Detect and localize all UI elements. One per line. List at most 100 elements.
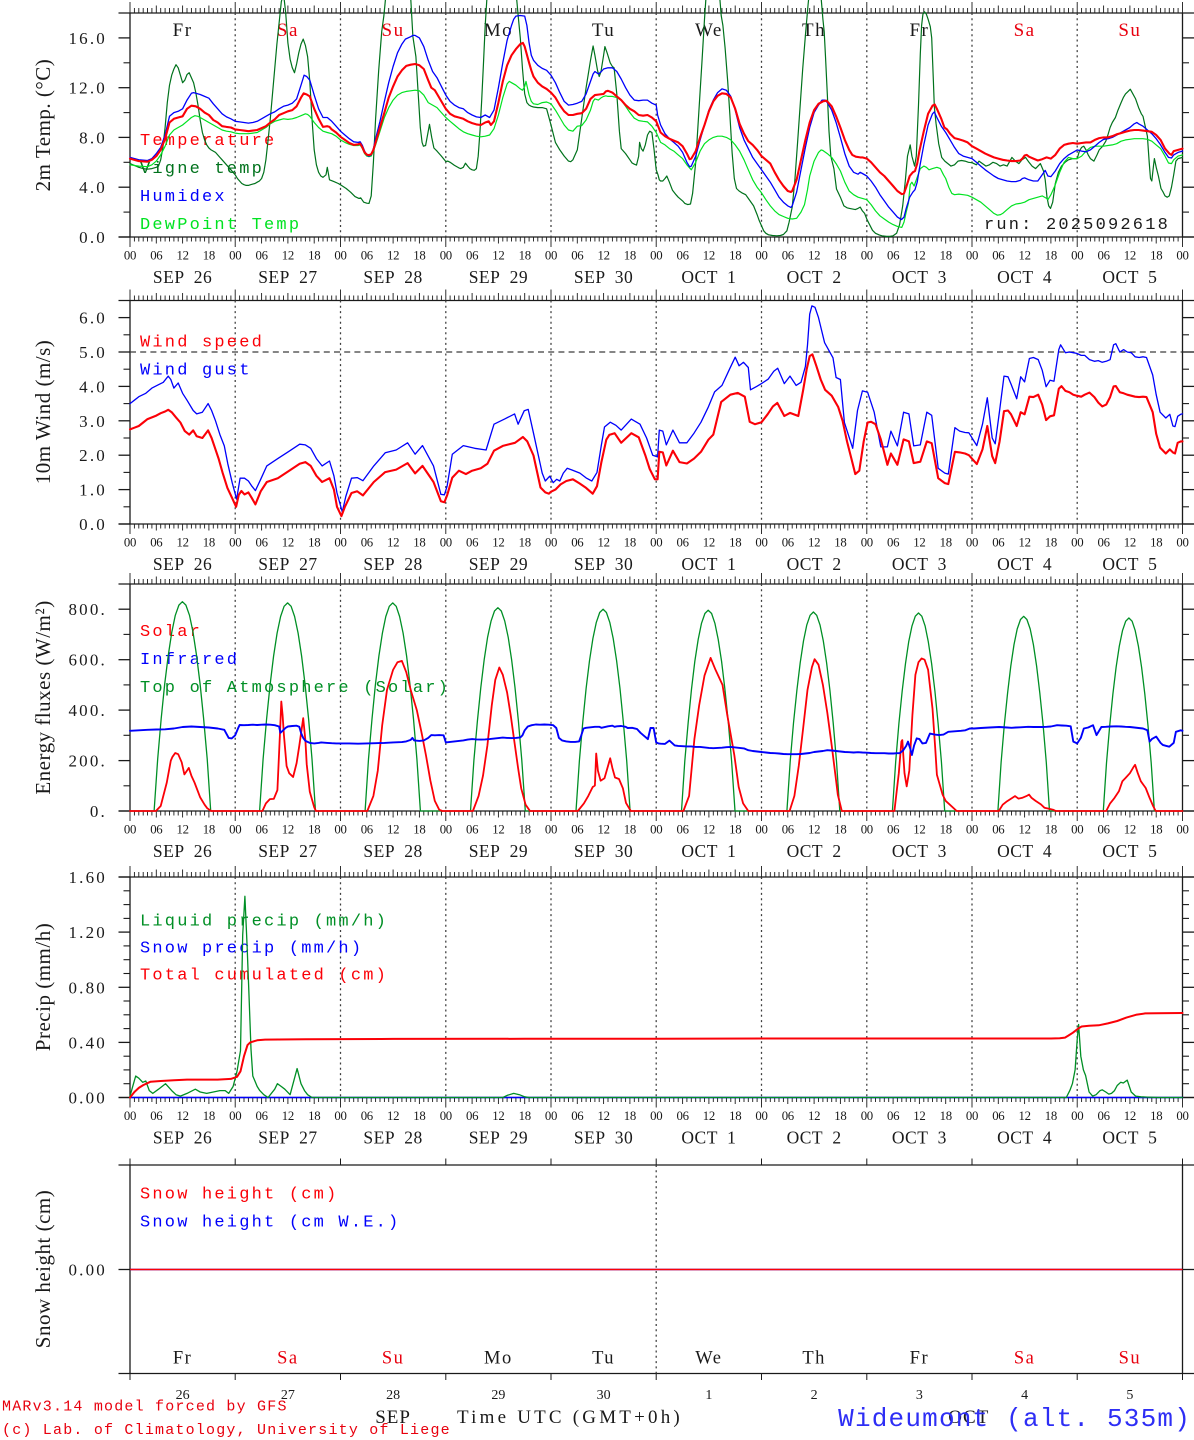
svg-text:12: 12 bbox=[1124, 823, 1136, 837]
svg-text:06: 06 bbox=[1097, 536, 1110, 550]
svg-text:12: 12 bbox=[1018, 823, 1030, 837]
svg-text:12: 12 bbox=[282, 823, 294, 837]
svg-text:06: 06 bbox=[361, 823, 374, 837]
svg-text:Top of Atmosphere (Solar): Top of Atmosphere (Solar) bbox=[140, 679, 450, 698]
svg-text:18: 18 bbox=[729, 536, 741, 550]
svg-text:Th: Th bbox=[802, 20, 826, 41]
svg-text:00: 00 bbox=[124, 823, 136, 837]
svg-text:SEP 30: SEP 30 bbox=[574, 841, 633, 861]
svg-text:00: 00 bbox=[966, 536, 978, 550]
svg-text:00: 00 bbox=[755, 1109, 767, 1123]
svg-text:Mo: Mo bbox=[484, 20, 513, 41]
svg-text:06: 06 bbox=[361, 536, 374, 550]
svg-text:12: 12 bbox=[913, 823, 925, 837]
svg-text:Su: Su bbox=[1118, 20, 1141, 41]
svg-text:18: 18 bbox=[308, 1109, 320, 1123]
svg-text:4.0: 4.0 bbox=[79, 178, 107, 197]
svg-text:12: 12 bbox=[1018, 536, 1030, 550]
svg-text:Snow height (cm): Snow height (cm) bbox=[140, 1186, 338, 1205]
svg-text:OCT 3: OCT 3 bbox=[892, 267, 947, 287]
svg-text:12: 12 bbox=[387, 1109, 399, 1123]
svg-text:18: 18 bbox=[203, 536, 215, 550]
svg-text:Solar: Solar bbox=[140, 623, 202, 642]
svg-text:Fr: Fr bbox=[173, 20, 193, 41]
svg-text:12: 12 bbox=[1018, 1109, 1030, 1123]
svg-text:27: 27 bbox=[281, 1388, 295, 1403]
svg-text:SEP 29: SEP 29 bbox=[469, 554, 528, 574]
svg-text:06: 06 bbox=[466, 1109, 479, 1123]
svg-text:2.0: 2.0 bbox=[79, 446, 107, 465]
svg-text:Time UTC (GMT+0h): Time UTC (GMT+0h) bbox=[457, 1407, 683, 1428]
svg-text:Infrared: Infrared bbox=[140, 651, 239, 670]
svg-text:06: 06 bbox=[255, 823, 268, 837]
svg-text:Snow height (cm W.E.): Snow height (cm W.E.) bbox=[140, 1214, 400, 1233]
svg-text:06: 06 bbox=[466, 536, 479, 550]
svg-text:Wind gust: Wind gust bbox=[140, 362, 252, 381]
svg-text:SEP: SEP bbox=[375, 1407, 411, 1428]
svg-text:5.0: 5.0 bbox=[79, 343, 107, 362]
svg-text:3: 3 bbox=[916, 1388, 923, 1403]
svg-text:SEP 28: SEP 28 bbox=[363, 554, 422, 574]
svg-text:00: 00 bbox=[755, 536, 767, 550]
svg-text:4.0: 4.0 bbox=[79, 377, 107, 396]
svg-text:12: 12 bbox=[282, 1109, 294, 1123]
svg-text:600.: 600. bbox=[68, 651, 107, 670]
svg-text:12: 12 bbox=[703, 536, 715, 550]
svg-text:00: 00 bbox=[755, 249, 767, 263]
svg-text:2m Temp. (°C): 2m Temp. (°C) bbox=[31, 59, 55, 192]
svg-text:12: 12 bbox=[492, 249, 504, 263]
svg-text:Mo: Mo bbox=[484, 1349, 513, 1369]
svg-text:18: 18 bbox=[1045, 1109, 1057, 1123]
svg-text:00: 00 bbox=[861, 536, 873, 550]
svg-text:0.0: 0.0 bbox=[79, 515, 107, 534]
svg-text:06: 06 bbox=[887, 1109, 900, 1123]
svg-text:0.0: 0.0 bbox=[79, 228, 107, 247]
svg-text:We: We bbox=[695, 1349, 722, 1369]
svg-text:00: 00 bbox=[334, 823, 346, 837]
svg-text:00: 00 bbox=[440, 823, 452, 837]
svg-text:12: 12 bbox=[387, 249, 399, 263]
svg-text:0.00: 0.00 bbox=[68, 1089, 107, 1108]
svg-text:Energy fluxes (W/m²): Energy fluxes (W/m²) bbox=[31, 600, 55, 794]
svg-text:Vigne temp: Vigne temp bbox=[140, 160, 264, 179]
svg-text:SEP 26: SEP 26 bbox=[153, 267, 212, 287]
svg-text:12.0: 12.0 bbox=[68, 79, 107, 98]
svg-text:5: 5 bbox=[1126, 1388, 1133, 1403]
svg-text:00: 00 bbox=[334, 536, 346, 550]
svg-text:12: 12 bbox=[597, 249, 609, 263]
svg-text:00: 00 bbox=[650, 249, 662, 263]
svg-text:00: 00 bbox=[229, 536, 241, 550]
svg-text:18: 18 bbox=[729, 1109, 741, 1123]
svg-text:12: 12 bbox=[597, 1109, 609, 1123]
svg-text:12: 12 bbox=[1124, 249, 1136, 263]
svg-text:06: 06 bbox=[782, 536, 795, 550]
svg-text:00: 00 bbox=[861, 1109, 873, 1123]
svg-text:06: 06 bbox=[571, 536, 584, 550]
svg-text:06: 06 bbox=[571, 823, 584, 837]
svg-text:(c) Lab. of Climatology, Unive: (c) Lab. of Climatology, University of L… bbox=[2, 1422, 451, 1439]
svg-text:18: 18 bbox=[1045, 249, 1057, 263]
svg-text:Sa: Sa bbox=[1014, 1349, 1036, 1369]
svg-text:8.0: 8.0 bbox=[79, 128, 107, 147]
svg-text:Sa: Sa bbox=[1014, 20, 1036, 41]
svg-text:Fr: Fr bbox=[910, 1349, 929, 1369]
svg-text:SEP 27: SEP 27 bbox=[258, 841, 317, 861]
svg-text:OCT 5: OCT 5 bbox=[1102, 267, 1157, 287]
svg-text:06: 06 bbox=[150, 536, 163, 550]
svg-text:06: 06 bbox=[676, 249, 689, 263]
svg-text:12: 12 bbox=[913, 1109, 925, 1123]
svg-text:26: 26 bbox=[176, 1388, 190, 1403]
svg-text:Wideumont (alt. 535m): Wideumont (alt. 535m) bbox=[838, 1404, 1191, 1434]
svg-text:200.: 200. bbox=[68, 752, 107, 771]
svg-text:0.: 0. bbox=[90, 802, 107, 821]
svg-text:00: 00 bbox=[545, 1109, 557, 1123]
svg-text:18: 18 bbox=[308, 249, 320, 263]
svg-text:12: 12 bbox=[492, 1109, 504, 1123]
svg-text:OCT 2: OCT 2 bbox=[787, 841, 842, 861]
svg-text:18: 18 bbox=[834, 249, 846, 263]
svg-text:06: 06 bbox=[676, 823, 689, 837]
svg-text:06: 06 bbox=[992, 249, 1005, 263]
svg-text:06: 06 bbox=[466, 823, 479, 837]
svg-text:00: 00 bbox=[334, 1109, 346, 1123]
svg-text:06: 06 bbox=[887, 249, 900, 263]
